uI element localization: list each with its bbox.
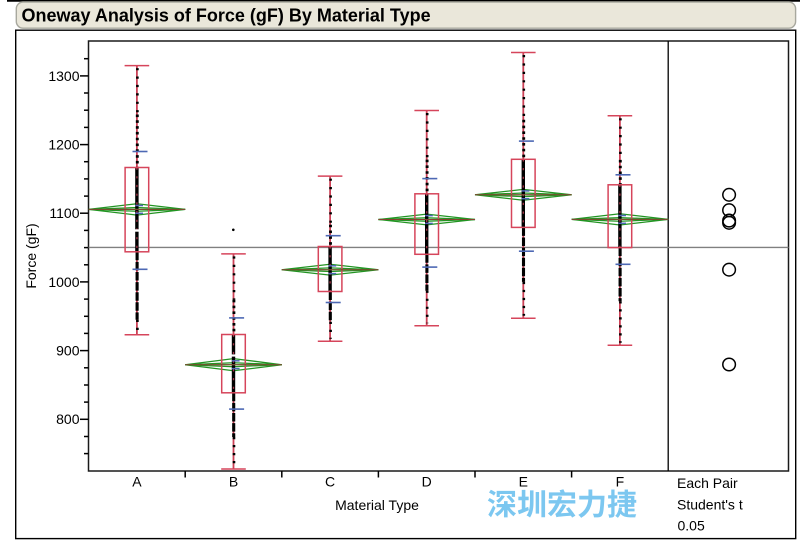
svg-text:Force (gF): Force (gF) [23,223,39,288]
svg-text:Student's t: Student's t [677,497,743,513]
svg-text:C: C [325,474,335,490]
svg-text:Oneway Analysis of Force (gF): Oneway Analysis of Force (gF) By Materia… [22,5,431,25]
svg-text:1300: 1300 [48,68,79,84]
svg-text:1000: 1000 [48,274,79,290]
svg-text:B: B [229,474,238,490]
svg-text:Each Pair: Each Pair [677,475,738,491]
svg-text:E: E [519,474,528,490]
svg-text:900: 900 [56,343,80,359]
svg-text:A: A [132,474,142,490]
svg-text:1100: 1100 [49,205,79,221]
svg-text:800: 800 [56,411,80,427]
svg-text:0.05: 0.05 [678,518,705,534]
svg-text:D: D [422,474,432,490]
svg-text:F: F [616,474,625,490]
svg-text:1200: 1200 [48,137,79,153]
svg-text:Material Type: Material Type [335,497,419,513]
